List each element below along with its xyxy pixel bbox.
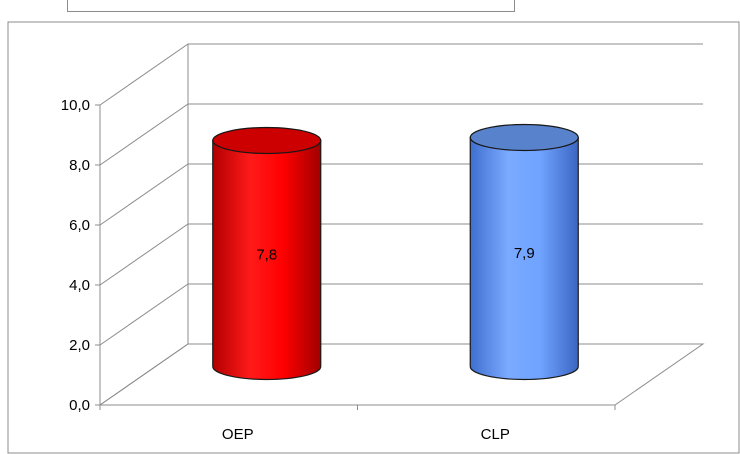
bar-body xyxy=(469,136,579,381)
y-axis: 0,0 2,0 4,0 6,0 8,0 10,0 xyxy=(61,97,101,414)
floor-plane xyxy=(98,343,705,406)
bar-body xyxy=(212,139,322,381)
bar-top-shade xyxy=(470,124,579,151)
gridline xyxy=(99,43,703,106)
data-label: 7,8 xyxy=(256,247,277,264)
chart-title-box xyxy=(67,0,515,12)
gridline xyxy=(99,163,703,226)
data-label: 7,9 xyxy=(514,245,535,262)
gridline xyxy=(99,223,703,286)
bar-top xyxy=(469,123,579,152)
x-tick-label: CLP xyxy=(481,426,510,443)
y-tick-label: 0,0 xyxy=(69,397,90,414)
y-tick-label: 2,0 xyxy=(69,337,90,354)
bar-top-shade xyxy=(212,127,321,154)
y-tick-label: 8,0 xyxy=(69,157,90,174)
bars: 7,8 7,9 xyxy=(212,123,579,381)
gridline xyxy=(99,283,703,346)
floor xyxy=(98,343,705,406)
gridlines xyxy=(99,43,703,406)
x-axis: OEP CLP xyxy=(99,404,616,443)
y-tick-label: 6,0 xyxy=(69,217,90,234)
gridline xyxy=(99,343,703,406)
bar-oep: 7,8 xyxy=(212,126,322,381)
bar-top xyxy=(212,126,322,155)
gridline xyxy=(99,103,703,166)
bar-clp: 7,9 xyxy=(469,123,579,381)
chart-border xyxy=(7,21,740,454)
y-tick-label: 10,0 xyxy=(61,97,90,114)
x-tick-label: OEP xyxy=(222,426,254,443)
y-tick-label: 4,0 xyxy=(69,277,90,294)
